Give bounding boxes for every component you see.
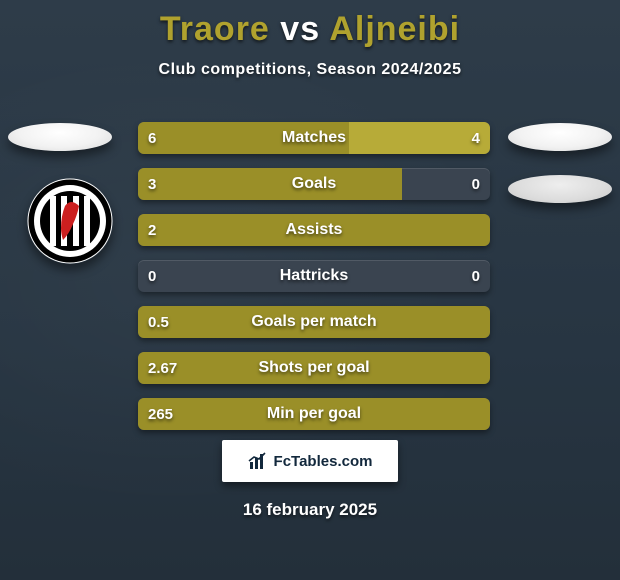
brand-chart-icon — [248, 451, 268, 471]
stat-row: Assists2 — [138, 214, 490, 246]
stat-left-value: 0 — [138, 260, 166, 292]
stat-left-seg — [138, 168, 402, 200]
page-title: Traore vs Aljneibi — [0, 0, 620, 49]
stat-row: Hattricks0 0 — [138, 260, 490, 292]
comparison-bars: Matches64Goals30Assists2Hattricks00Goals… — [138, 122, 490, 444]
stat-label: Hattricks — [138, 260, 490, 292]
player1-placeholder — [8, 123, 112, 151]
stat-left-seg — [138, 306, 490, 338]
title-player1: Traore — [160, 10, 270, 48]
stat-right-value: 0 — [462, 168, 490, 200]
stat-left-seg — [138, 352, 490, 384]
stat-row: Shots per goal2.67 — [138, 352, 490, 384]
club1-badge — [27, 178, 113, 264]
stat-right-seg — [349, 122, 490, 154]
stat-row: Goals30 — [138, 168, 490, 200]
stat-left-seg — [138, 214, 490, 246]
stat-row: Goals per match0.5 — [138, 306, 490, 338]
subtitle: Club competitions, Season 2024/2025 — [0, 61, 620, 79]
stat-right-value: 0 — [462, 260, 490, 292]
title-player2: Aljneibi — [329, 10, 460, 48]
brand-text: FcTables.com — [274, 453, 373, 470]
title-vs: vs — [280, 10, 320, 48]
stat-left-seg — [138, 122, 349, 154]
stat-row: Min per goal265 — [138, 398, 490, 430]
stat-left-seg — [138, 398, 490, 430]
date-line: 16 february 2025 — [0, 500, 620, 520]
stat-row: Matches64 — [138, 122, 490, 154]
player2-placeholder — [508, 123, 612, 151]
brand-box: FcTables.com — [222, 440, 398, 482]
club2-placeholder — [508, 175, 612, 203]
